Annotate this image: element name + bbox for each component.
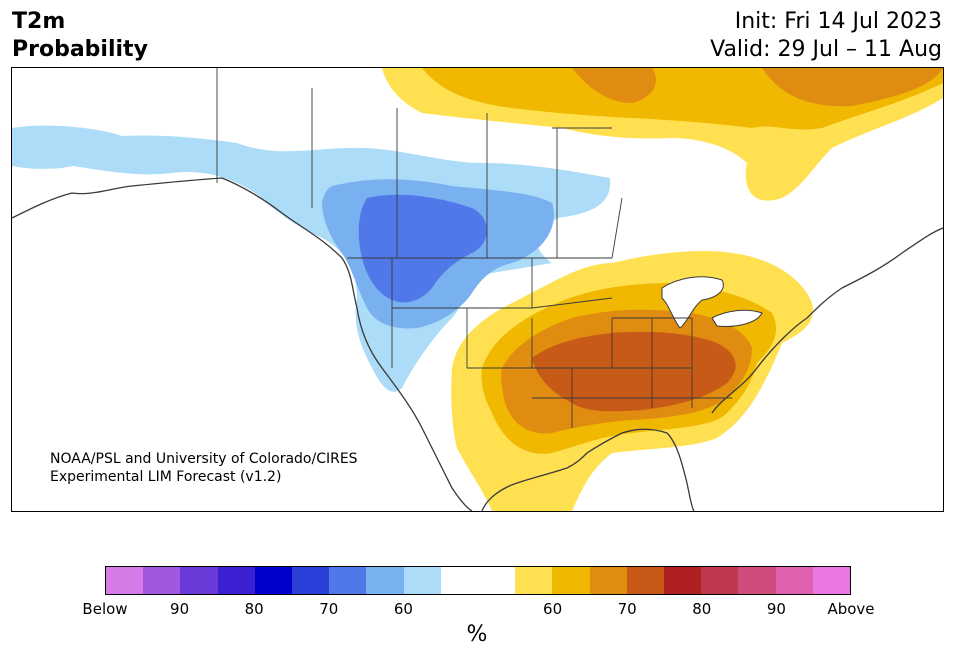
colorbar-segment — [292, 567, 330, 594]
colorbar-segment — [143, 567, 181, 594]
colorbar-segment — [738, 567, 776, 594]
colorbar-tick-label: 90 — [170, 600, 190, 618]
colorbar-segment — [403, 567, 441, 594]
colorbar-segment — [812, 567, 851, 594]
colorbar-segment — [515, 567, 553, 594]
init-date: Init: Fri 14 Jul 2023 — [734, 9, 942, 34]
political-borders — [216, 68, 732, 428]
canada-above-normal-80-region — [572, 68, 656, 103]
probability-map: NOAA/PSL and University of Colorado/CIRE… — [11, 67, 944, 512]
colorbar-segment — [589, 567, 627, 594]
below-normal-80-region — [358, 194, 487, 303]
title-line-2: Probability — [12, 37, 148, 62]
credit-line-2: Experimental LIM Forecast (v1.2) — [50, 469, 282, 485]
colorbar-segment — [440, 567, 479, 594]
colorbar-segment — [478, 567, 516, 594]
colorbar-tick-label: 90 — [766, 600, 786, 618]
colorbar-segment — [552, 567, 590, 594]
credit-text: NOAA/PSL and University of Colorado/CIRE… — [50, 450, 358, 486]
colorbar-segment — [701, 567, 739, 594]
colorbar-segment — [664, 567, 702, 594]
colorbar-segment — [254, 567, 293, 594]
colorbar-tick-label: Below — [82, 600, 128, 618]
colorbar — [105, 566, 851, 595]
colorbar-tick-label: 70 — [319, 600, 339, 618]
coastline — [12, 177, 943, 511]
colorbar-unit: % — [466, 622, 488, 647]
great-lakes — [661, 276, 763, 329]
credit-line-1: NOAA/PSL and University of Colorado/CIRE… — [50, 451, 358, 467]
forecast-dates: Init: Fri 14 Jul 2023 Valid: 29 Jul – 11… — [710, 8, 942, 64]
colorbar-segment — [775, 567, 813, 594]
colorbar-segment — [329, 567, 367, 594]
colorbar-segment — [217, 567, 255, 594]
colorbar-segment — [366, 567, 404, 594]
canada-above-normal-80-region-b — [762, 68, 943, 107]
colorbar-tick-label: Above — [827, 600, 875, 618]
colorbar-segment — [106, 567, 144, 594]
colorbar-segment — [180, 567, 218, 594]
colorbar-tick-label: 60 — [543, 600, 563, 618]
map-canvas — [12, 68, 943, 511]
map-title: T2m Probability — [12, 8, 148, 64]
colorbar-tick-label: 60 — [393, 600, 413, 618]
title-line-1: T2m — [12, 9, 66, 34]
colorbar-tick-label: 80 — [692, 600, 712, 618]
valid-range: Valid: 29 Jul – 11 Aug — [710, 37, 942, 62]
alaska-below-normal-region — [12, 125, 122, 169]
colorbar-tick-label: 80 — [244, 600, 264, 618]
above-normal-90-region — [532, 331, 736, 412]
colorbar-segment — [626, 567, 665, 594]
colorbar-tick-label: 70 — [617, 600, 637, 618]
